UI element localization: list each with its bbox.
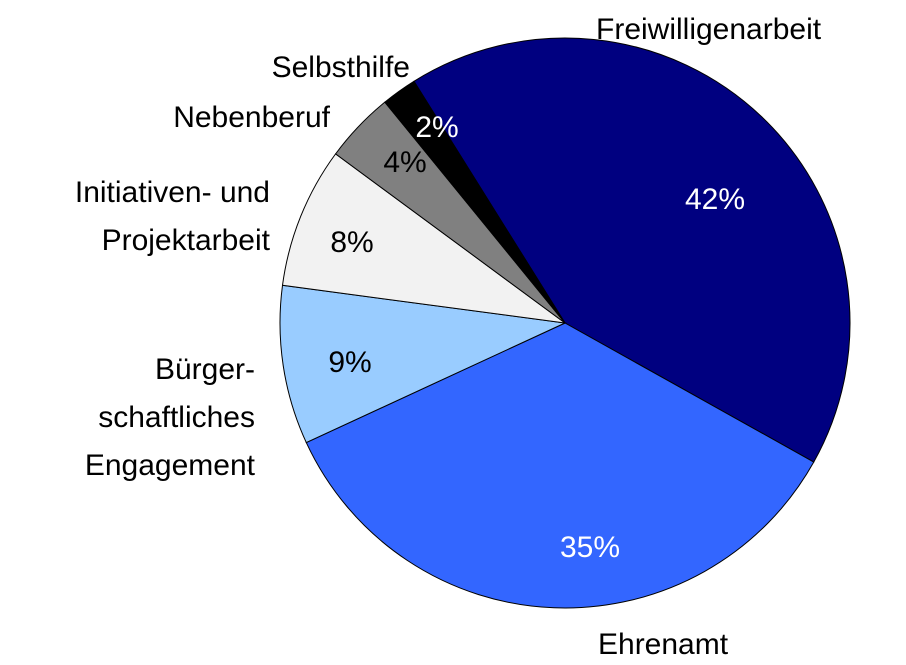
pie-slice — [384, 80, 566, 324]
category-label: Freiwilligenarbeit — [596, 13, 822, 46]
value-label: 42% — [684, 183, 746, 216]
value-label: 2% — [415, 111, 459, 144]
category-label: Nebenberuf — [173, 101, 330, 134]
pie-slice — [279, 284, 567, 444]
category-label: Selbsthilfe — [271, 51, 410, 84]
value-label: 35% — [559, 531, 621, 564]
value-label: 9% — [328, 346, 372, 379]
category-label: Ehrenamt — [598, 628, 729, 661]
value-label: 8% — [330, 226, 374, 259]
pie-slice — [281, 153, 566, 324]
category-label: Bürger- schaftliches Engagement — [84, 353, 255, 482]
value-label: 4% — [383, 146, 427, 179]
pie-slice — [413, 37, 851, 463]
pie-slice — [305, 322, 815, 609]
category-label: Initiativen- und Projektarbeit — [74, 176, 270, 257]
